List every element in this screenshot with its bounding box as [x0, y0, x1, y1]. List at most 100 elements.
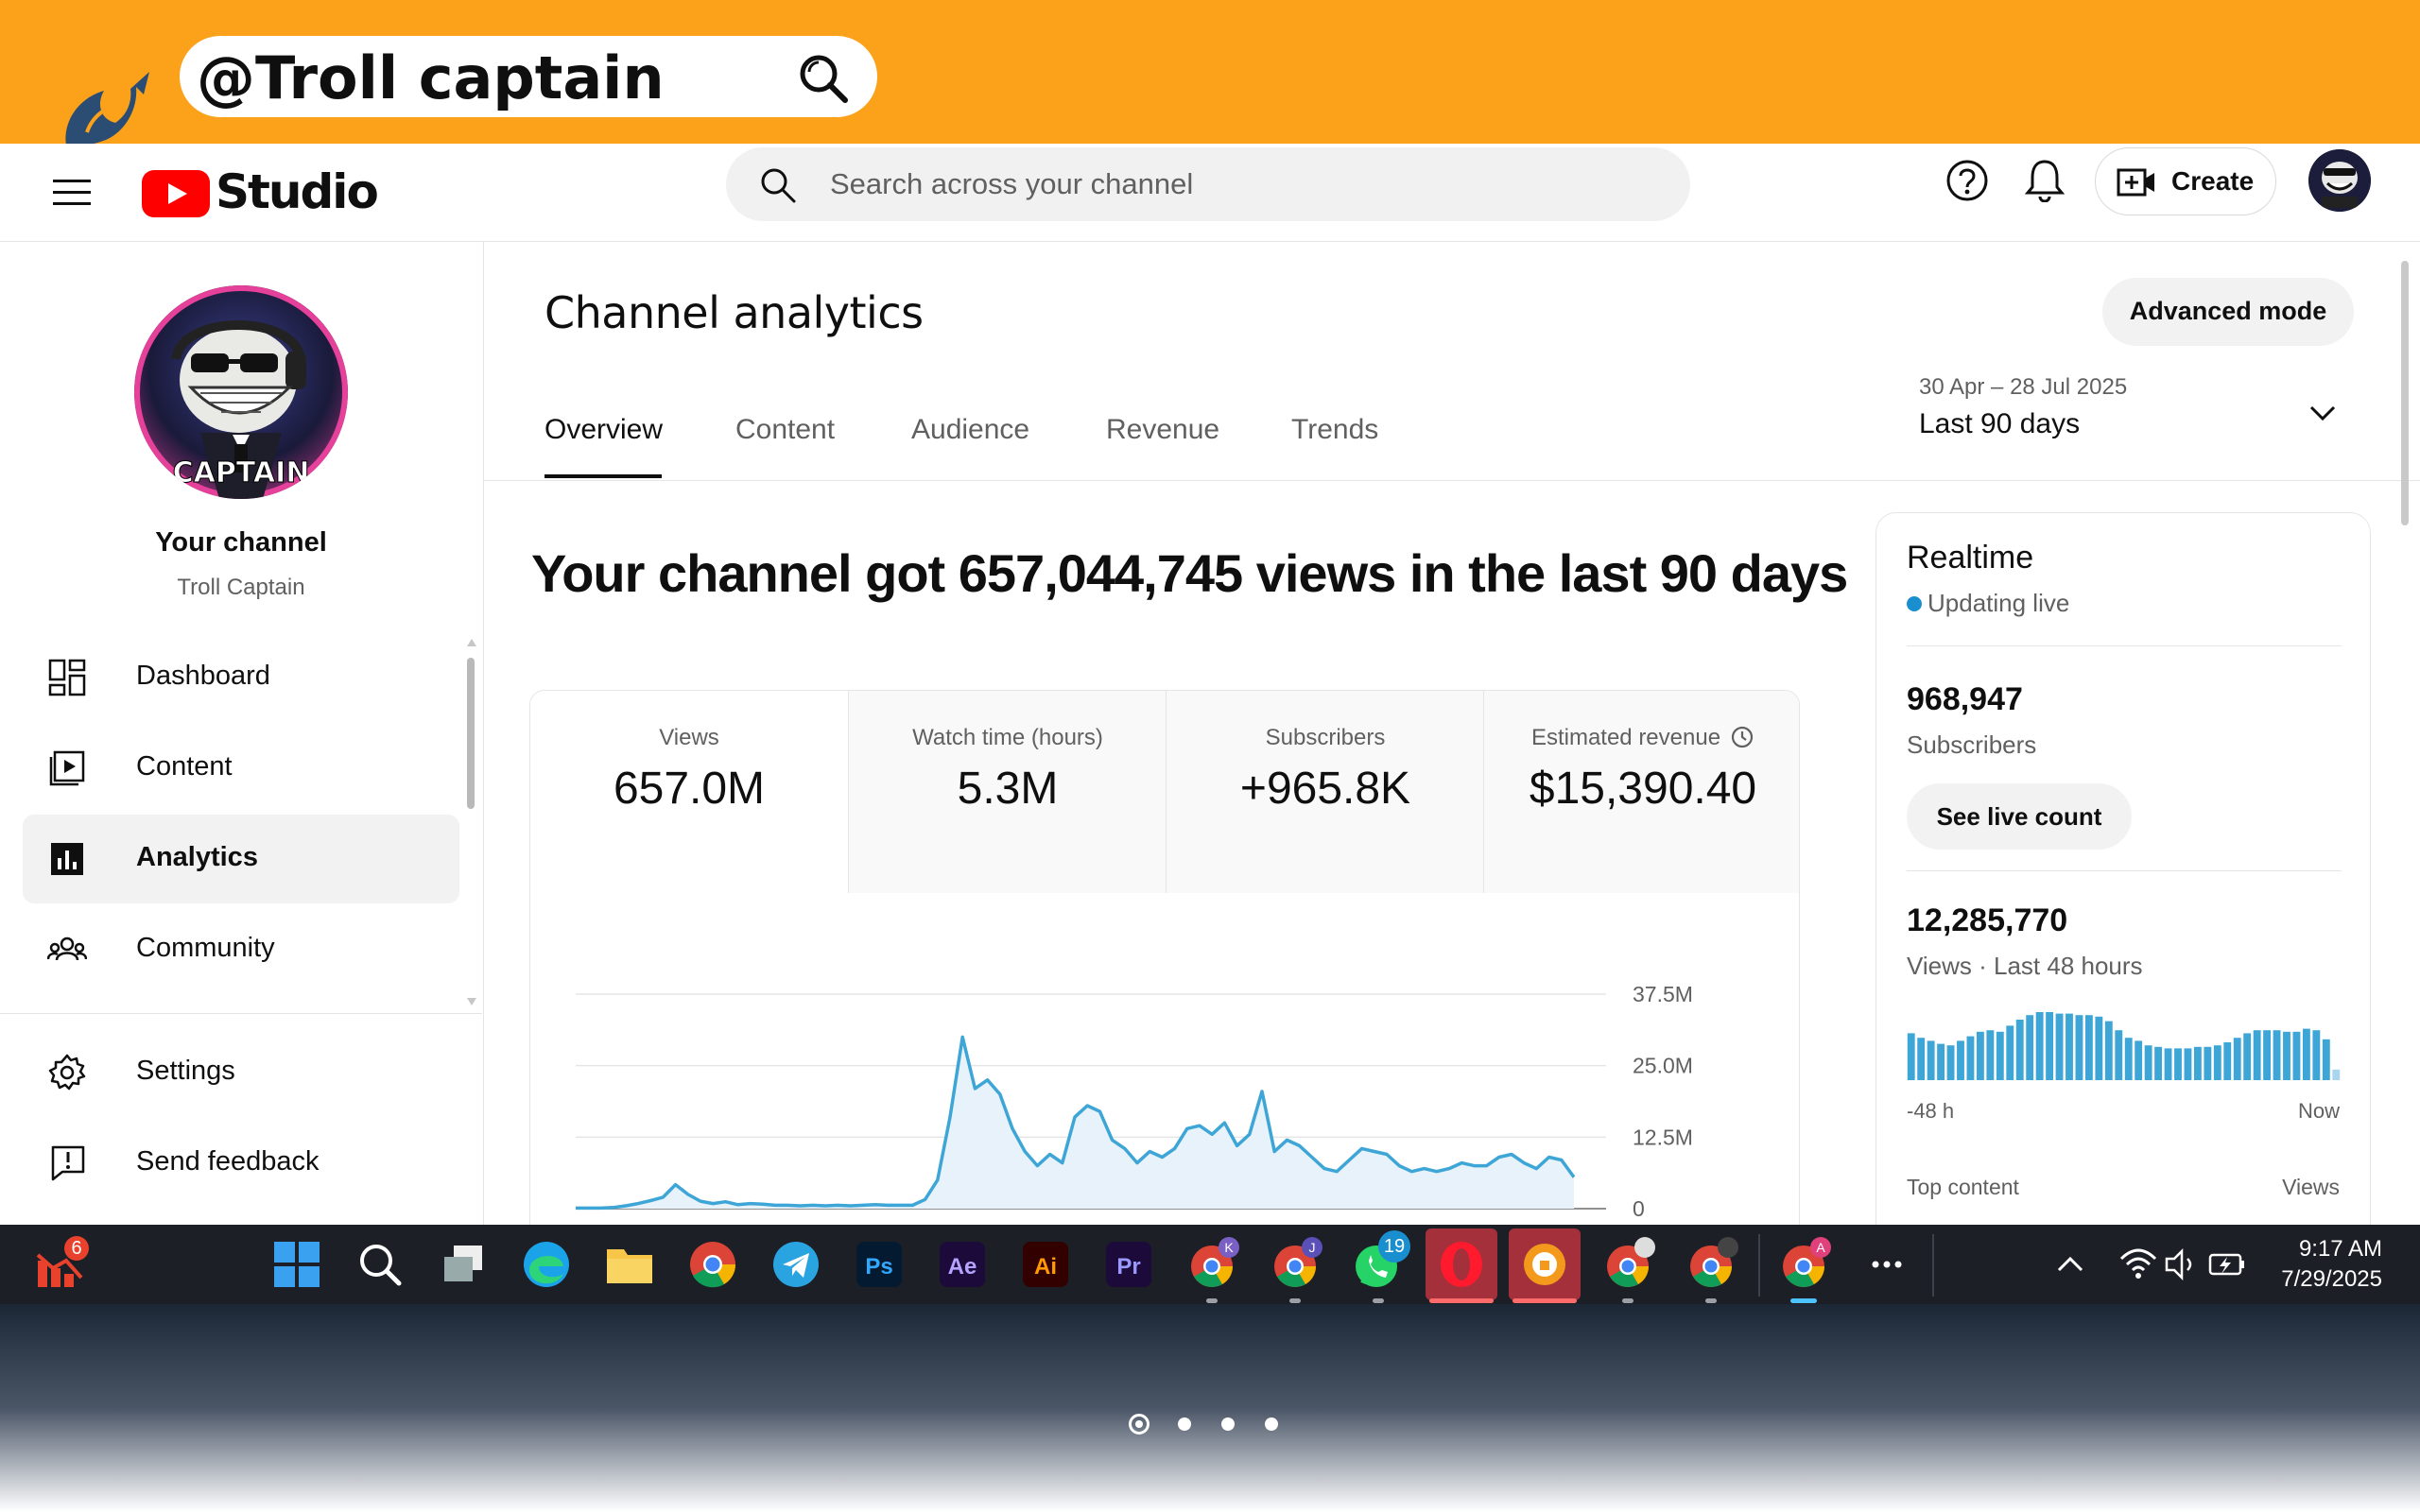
realtime-bar: [2184, 1048, 2192, 1080]
channel-handle: @Troll captain: [197, 43, 665, 112]
metric-estimated-revenue[interactable]: Estimated revenue $15,390.40: [1483, 691, 1799, 893]
create-button[interactable]: Create: [2095, 147, 2276, 215]
pager-dot[interactable]: [1178, 1418, 1191, 1431]
premiere-pro-icon[interactable]: Pr: [1100, 1236, 1157, 1293]
sidebar-item-content[interactable]: Content: [23, 724, 459, 813]
chrome-profile-k-icon[interactable]: K: [1184, 1236, 1240, 1293]
realtime-bar: [2332, 1069, 2341, 1080]
metric-subscribers[interactable]: Subscribers +965.8K: [1166, 691, 1483, 893]
chrome-profile-icon[interactable]: [1599, 1236, 1656, 1293]
chevron-down-icon[interactable]: [2307, 401, 2339, 425]
file-explorer-icon[interactable]: [601, 1236, 658, 1293]
page-title: Channel analytics: [544, 287, 924, 338]
sidebar-item-settings[interactable]: Settings: [23, 1028, 459, 1117]
bell-icon[interactable]: [2023, 157, 2066, 202]
menu-icon[interactable]: [51, 172, 93, 214]
realtime-bar: [2115, 1030, 2123, 1080]
volume-icon[interactable]: [2161, 1244, 2203, 1285]
help-icon[interactable]: [1945, 159, 1989, 202]
chrome-profile-j-icon[interactable]: J: [1267, 1236, 1323, 1293]
views-line[interactable]: [576, 1035, 1576, 1211]
brave-vpn-icon[interactable]: [1509, 1228, 1581, 1300]
realtime-bar: [2312, 1030, 2321, 1080]
after-effects-icon[interactable]: Ae: [934, 1236, 991, 1293]
running-indicator: [1429, 1298, 1494, 1303]
see-live-count-button[interactable]: See live count: [1907, 783, 2132, 850]
search-icon[interactable]: [758, 165, 798, 205]
scroll-down-arrow[interactable]: [467, 998, 476, 1005]
realtime-bar: [2135, 1040, 2143, 1080]
tab-audience[interactable]: Audience: [911, 414, 1030, 445]
realtime-bar: [2015, 1020, 2024, 1080]
realtime-bar: [1986, 1030, 1995, 1080]
realtime-bar: [2055, 1013, 2064, 1080]
tab-overview[interactable]: Overview: [544, 414, 664, 445]
account-avatar[interactable]: [2308, 149, 2371, 212]
clock-time[interactable]: 9:17 AM: [2298, 1236, 2382, 1262]
realtime-bar: [2006, 1025, 2014, 1080]
metric-label-text: Estimated revenue: [1530, 725, 1721, 750]
channel-name: Troll Captain: [177, 575, 305, 600]
wifi-icon[interactable]: [2118, 1244, 2159, 1285]
date-preset-text: Last 90 days: [1919, 408, 2081, 439]
chrome-icon[interactable]: [684, 1236, 741, 1293]
task-view-icon[interactable]: [435, 1236, 492, 1293]
realtime-bar: [2174, 1048, 2182, 1080]
pager-dot-active[interactable]: [1129, 1414, 1150, 1435]
sidebar-item-label: Settings: [136, 1056, 235, 1086]
chart-y-tick-label: 12.5M: [1633, 1125, 1693, 1149]
search-icon[interactable]: [794, 49, 851, 106]
realtime-bar: [2253, 1030, 2261, 1080]
opera-icon[interactable]: [1426, 1228, 1497, 1300]
community-icon: [47, 936, 87, 961]
telegram-icon[interactable]: [768, 1236, 824, 1293]
sidebar-item-community[interactable]: Community: [23, 905, 459, 994]
advanced-mode-button[interactable]: Advanced mode: [2102, 278, 2354, 346]
main-scrollbar[interactable]: [2401, 261, 2409, 525]
metric-watch-time[interactable]: Watch time (hours) 5.3M: [848, 691, 1166, 893]
whatsapp-badge: 19: [1378, 1230, 1410, 1263]
channel-avatar[interactable]: CAPTAIN: [134, 285, 348, 499]
metric-views[interactable]: Views 657.0M: [530, 691, 848, 893]
left-sidebar: CAPTAIN Your channel Troll Captain Dashb…: [0, 242, 484, 1225]
illustrator-icon[interactable]: Ai: [1017, 1236, 1074, 1293]
live-dot-icon: [1907, 596, 1922, 611]
studio-topbar: Studio Create: [0, 144, 2420, 242]
chevron-up-icon[interactable]: [2049, 1244, 2091, 1285]
clock-icon[interactable]: [1730, 725, 1754, 749]
realtime-status: Updating live: [1927, 589, 2070, 617]
photoshop-icon[interactable]: Ps: [851, 1236, 908, 1293]
tab-trends[interactable]: Trends: [1291, 414, 1379, 445]
stats-widget-icon[interactable]: [34, 1236, 91, 1293]
tab-content[interactable]: Content: [735, 414, 836, 445]
realtime-bar: [2213, 1045, 2221, 1080]
sidebar-item-send-feedback[interactable]: Send feedback: [23, 1119, 459, 1208]
realtime-bar: [1966, 1036, 1975, 1080]
chrome-profile-a-icon[interactable]: A: [1775, 1236, 1832, 1293]
running-indicator: [1373, 1298, 1384, 1303]
search-icon[interactable]: [352, 1236, 408, 1293]
windows-start-icon[interactable]: [268, 1236, 325, 1293]
edge-browser-icon[interactable]: [518, 1236, 575, 1293]
chrome-profile-icon[interactable]: [1683, 1236, 1739, 1293]
battery-icon[interactable]: [2206, 1244, 2248, 1285]
tab-revenue[interactable]: Revenue: [1106, 414, 1220, 445]
sidebar-item-analytics[interactable]: Analytics: [23, 815, 459, 903]
pager-dot[interactable]: [1265, 1418, 1278, 1431]
realtime-bar-chart[interactable]: [1907, 1005, 2342, 1080]
realtime-divider: [1907, 645, 2342, 646]
more-apps-icon[interactable]: [1858, 1236, 1915, 1293]
sidebar-item-dashboard[interactable]: Dashboard: [23, 633, 459, 722]
sidebar-scrollbar[interactable]: [467, 658, 475, 809]
channel-banner: @Troll captain: [0, 0, 2420, 146]
top-content-views-label: Views: [2282, 1175, 2340, 1199]
handle-pill[interactable]: @Troll captain: [180, 36, 877, 117]
search-input[interactable]: [830, 161, 1643, 208]
clock-date[interactable]: 7/29/2025: [2281, 1266, 2382, 1292]
pager-dot[interactable]: [1221, 1418, 1235, 1431]
scroll-up-arrow[interactable]: [467, 639, 476, 646]
bottom-background: [0, 1304, 2420, 1512]
taskbar-separator: [1758, 1234, 1760, 1297]
youtube-logo-icon[interactable]: [142, 170, 210, 217]
search-bar[interactable]: [726, 147, 1690, 221]
